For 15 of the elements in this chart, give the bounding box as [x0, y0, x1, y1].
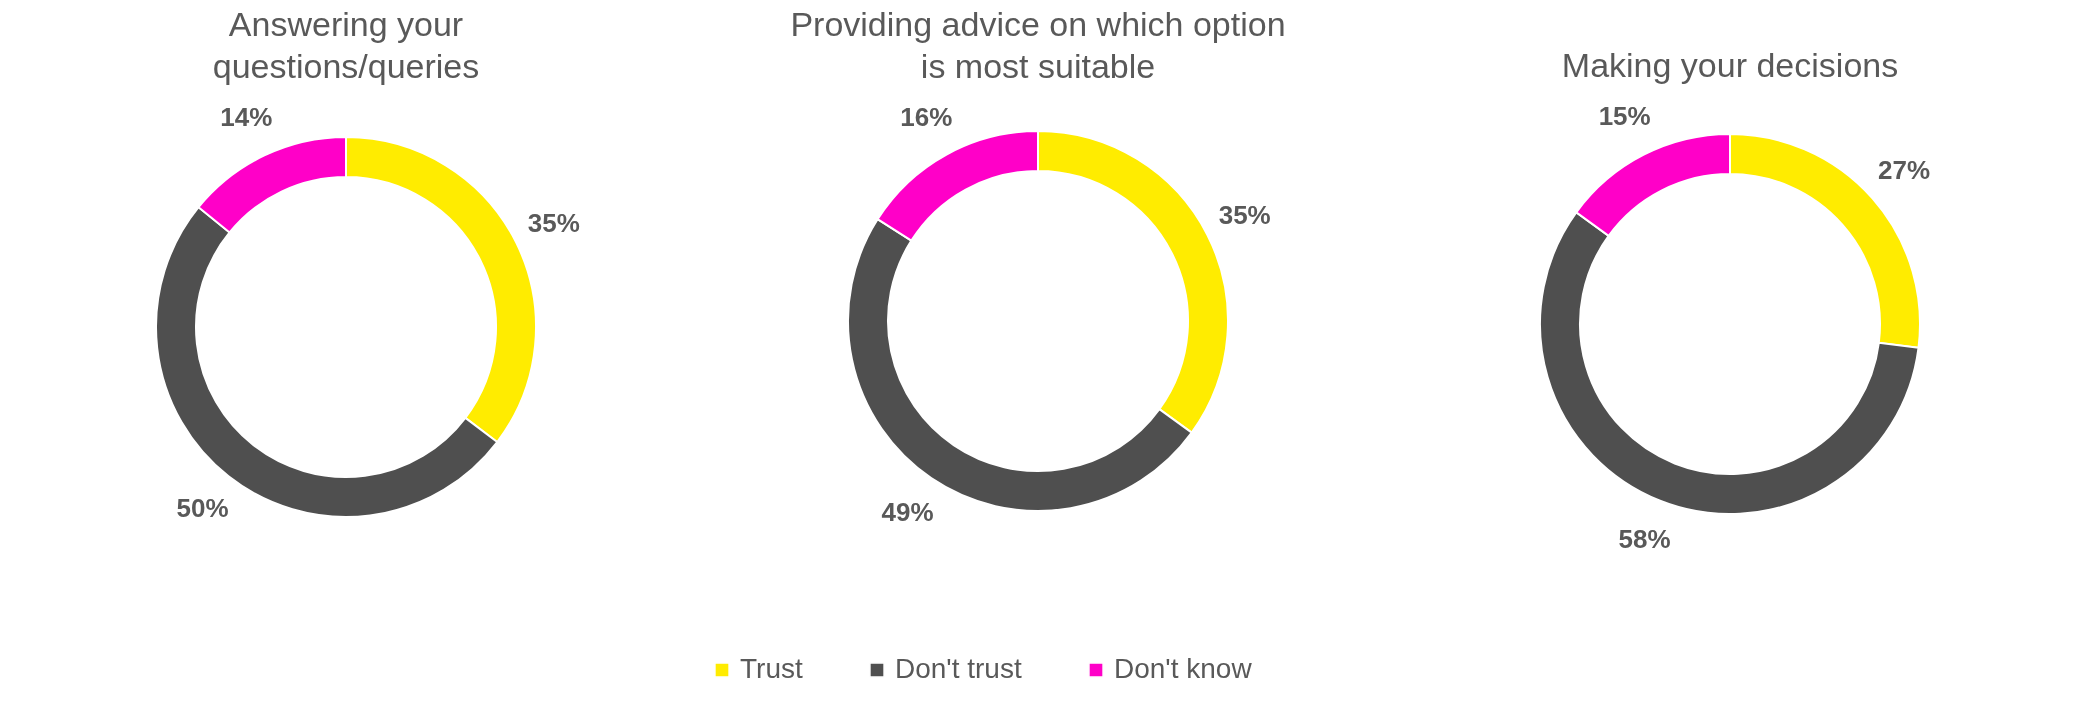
data-label: 16% [900, 101, 953, 132]
data-label: 49% [881, 496, 934, 527]
data-label: 15% [1598, 101, 1651, 132]
chart-title: Answering your questions/queries [212, 4, 480, 85]
data-label: 14% [220, 101, 273, 132]
chart-title: Providing advice on which option is most suitable [790, 4, 1286, 85]
data-label: 58% [1618, 523, 1671, 554]
legend-label: Don't know [1114, 653, 1253, 684]
data-label: 50% [176, 493, 229, 524]
data-label: 27% [1878, 154, 1931, 185]
data-label: 35% [527, 207, 580, 238]
chart-title: Making your decisions [1561, 46, 1899, 85]
legend-label: Don't trust [895, 653, 1022, 684]
legend-label: Trust [740, 653, 803, 684]
data-label: 35% [1218, 199, 1271, 230]
